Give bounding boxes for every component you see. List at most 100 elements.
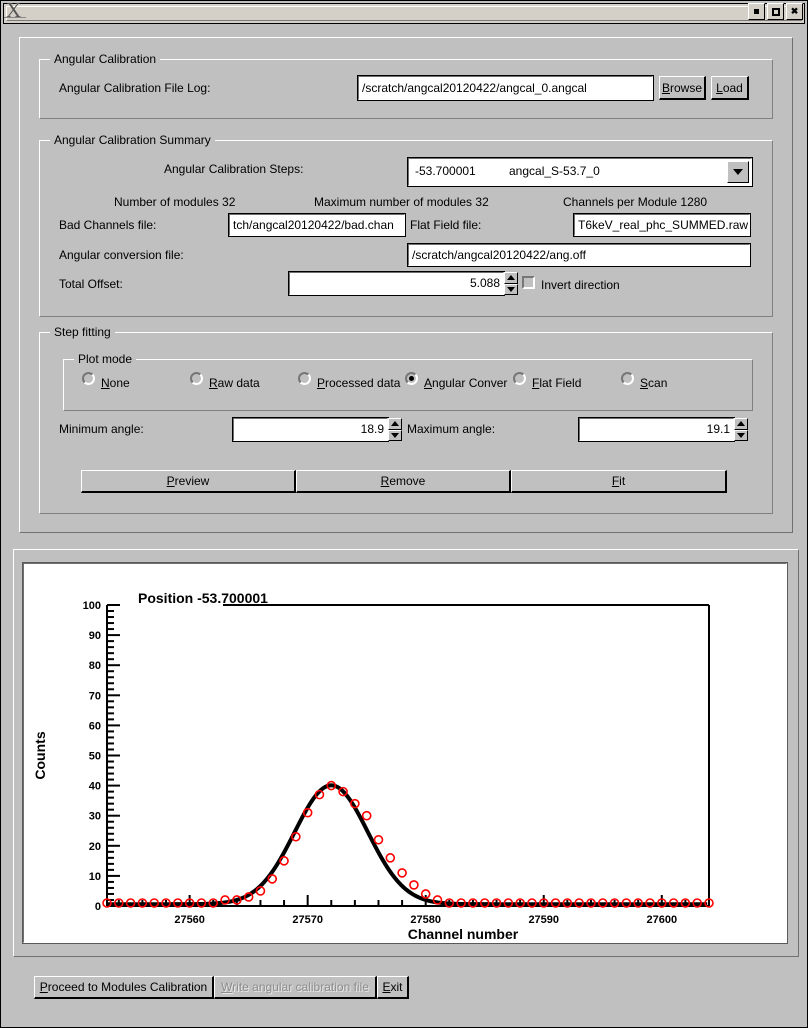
- steps-combobox[interactable]: -53.700001 angcal_S-53.7_0: [407, 157, 753, 187]
- svg-text:20: 20: [89, 841, 101, 853]
- chevron-down-icon[interactable]: [727, 161, 749, 183]
- mnemonic-f: F: [532, 376, 540, 390]
- invert-direction-label: Invert direction: [541, 278, 620, 292]
- exit-label-rest: xit: [390, 980, 403, 994]
- svg-text:40: 40: [89, 781, 101, 793]
- radio-plot-mode-processed-data[interactable]: [298, 372, 311, 385]
- exit-button[interactable]: Exit: [377, 976, 409, 999]
- label-scan-rest: can: [648, 376, 668, 390]
- write-mnemonic: W: [221, 980, 233, 994]
- x-app-icon: X: [6, 0, 22, 22]
- svg-text:27580: 27580: [410, 914, 441, 926]
- fit-button[interactable]: Fit: [511, 470, 727, 493]
- svg-text:50: 50: [89, 751, 101, 763]
- label-plot-mode-raw-data[interactable]: Raw data: [209, 376, 260, 390]
- svg-text:27570: 27570: [292, 914, 323, 926]
- preview-mnemonic: P: [166, 474, 175, 488]
- steps-value-number: -53.700001: [415, 164, 476, 178]
- angular-calibration-group: Angular Calibration: [39, 52, 773, 119]
- radio-plot-mode-flat-field[interactable]: [513, 372, 526, 385]
- steps-label: Angular Calibration Steps:: [164, 162, 304, 176]
- label-flat-rest: lat Field: [539, 376, 582, 390]
- write-angular-calibration-file-button: Write angular calibration file: [214, 976, 377, 999]
- maximize-icon[interactable]: [767, 3, 784, 20]
- channels-per-module-text: Channels per Module 1280: [563, 195, 708, 209]
- proceed-mnemonic: P: [39, 980, 48, 994]
- mnemonic-r: R: [209, 376, 218, 390]
- minimize-icon[interactable]: [748, 3, 765, 20]
- total-offset-input[interactable]: 5.088: [288, 271, 505, 296]
- remove-label-rest: emove: [389, 474, 426, 488]
- preview-button[interactable]: Preview: [81, 470, 296, 493]
- label-plot-mode-angular-conversion[interactable]: Angular Conver: [424, 376, 507, 390]
- maximum-angle-input[interactable]: 19.1: [578, 417, 735, 442]
- angular-conversion-input[interactable]: /scratch/angcal20120422/ang.off: [407, 243, 751, 267]
- svg-text:60: 60: [89, 720, 101, 732]
- window-controls: ✖: [748, 3, 803, 20]
- svg-text:27560: 27560: [174, 914, 205, 926]
- label-none-rest: one: [109, 376, 130, 390]
- label-plot-mode-scan[interactable]: Scan: [640, 376, 667, 390]
- label-raw-rest: aw data: [217, 376, 260, 390]
- remove-button[interactable]: Remove: [296, 470, 511, 493]
- svg-text:90: 90: [89, 630, 101, 642]
- minimum-angle-label: Minimum angle:: [59, 422, 144, 436]
- maximum-angle-label: Maximum angle:: [407, 422, 496, 436]
- plot-title: Position -53.700001: [138, 590, 268, 606]
- maximum-number-of-modules-text: Maximum number of modules 32: [314, 195, 489, 209]
- plot-svg: 0 10 20 30 40 50 60 70 80 90 100 27560 27570 27580 275…: [32, 590, 714, 942]
- maximum-angle-stepper[interactable]: [734, 418, 748, 441]
- svg-text:27590: 27590: [528, 914, 559, 926]
- plot-mode-legend: Plot mode: [74, 352, 137, 366]
- load-button[interactable]: Load: [711, 76, 749, 100]
- label-plot-mode-processed-data[interactable]: Processed data: [317, 376, 400, 390]
- step-fitting-group: Step fitting: [39, 325, 773, 514]
- title-bar-bevel: [6, 6, 802, 21]
- svg-text:27600: 27600: [646, 914, 677, 926]
- svg-text:80: 80: [89, 660, 101, 672]
- proceed-to-modules-calibration-button[interactable]: Proceed to Modules Calibration: [34, 976, 214, 999]
- angular-calibration-legend: Angular Calibration: [50, 52, 161, 66]
- radio-plot-mode-none[interactable]: [82, 372, 95, 385]
- svg-text:30: 30: [89, 811, 101, 823]
- load-label-rest: oad: [722, 80, 743, 95]
- close-icon[interactable]: ✖: [786, 3, 803, 20]
- file-log-input[interactable]: /scratch/angcal20120422/angcal_0.angcal: [357, 75, 654, 101]
- invert-direction-checkbox[interactable]: [522, 276, 535, 289]
- angular-conversion-label: Angular conversion file:: [59, 248, 184, 262]
- bad-channels-label: Bad Channels file:: [59, 218, 157, 232]
- proceed-label-rest: roceed to Modules Calibration: [47, 980, 208, 994]
- summary-legend: Angular Calibration Summary: [50, 133, 215, 147]
- mnemonic-n: N: [101, 376, 110, 390]
- maximum-angle-stepper-up[interactable]: [734, 418, 748, 430]
- minimum-angle-input[interactable]: 18.9: [232, 417, 389, 442]
- total-offset-stepper-down[interactable]: [504, 283, 518, 295]
- total-offset-stepper-up[interactable]: [504, 272, 518, 284]
- label-plot-mode-none[interactable]: None: [101, 376, 130, 390]
- total-offset-stepper[interactable]: [504, 272, 518, 295]
- browse-button[interactable]: Browse: [659, 76, 706, 100]
- label-processed-rest: rocessed data: [325, 376, 401, 390]
- browse-label-rest: rowse: [670, 80, 703, 95]
- fit-mnemonic: F: [611, 474, 620, 488]
- minimum-angle-stepper[interactable]: [388, 418, 402, 441]
- remove-mnemonic: R: [380, 474, 390, 488]
- svg-text:70: 70: [89, 690, 101, 702]
- radio-plot-mode-angular-conversion[interactable]: [405, 372, 418, 385]
- bad-channels-input[interactable]: tch/angcal20120422/bad.chan: [228, 213, 406, 237]
- svg-text:10: 10: [89, 871, 101, 883]
- plot-canvas[interactable]: [22, 562, 788, 944]
- total-offset-label: Total Offset:: [59, 277, 123, 291]
- minimum-angle-stepper-down[interactable]: [388, 429, 402, 441]
- plot-mode-group: Plot mode: [63, 352, 753, 411]
- x-axis-label: Channel number: [408, 926, 519, 942]
- label-plot-mode-flat-field[interactable]: Flat Field: [532, 376, 581, 390]
- radio-plot-mode-raw-data[interactable]: [190, 372, 203, 385]
- flat-field-input[interactable]: T6keV_real_phc_SUMMED.raw: [573, 213, 751, 237]
- radio-plot-mode-scan[interactable]: [621, 372, 634, 385]
- mnemonic-p: P: [317, 376, 326, 390]
- mnemonic-s: S: [640, 376, 649, 390]
- minimum-angle-stepper-up[interactable]: [388, 418, 402, 430]
- flat-field-label: Flat Field file:: [410, 218, 482, 232]
- maximum-angle-stepper-down[interactable]: [734, 429, 748, 441]
